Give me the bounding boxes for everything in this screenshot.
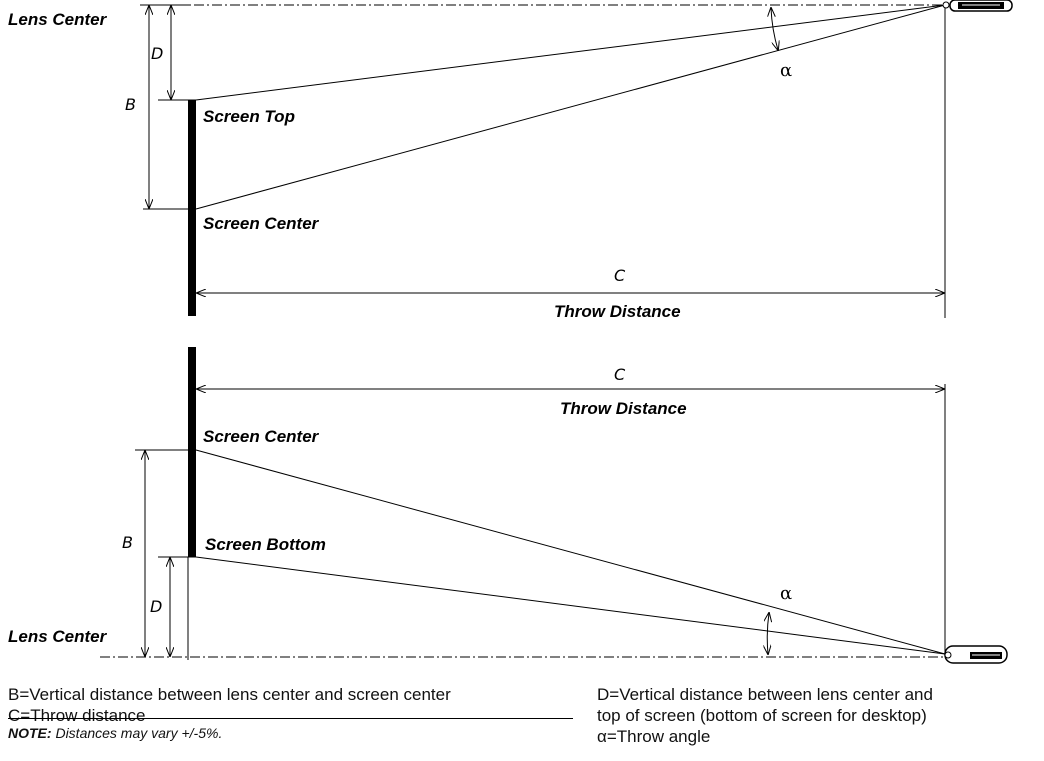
screen-center-label-top: Screen Center: [203, 214, 320, 233]
projector-icon: [942, 0, 1013, 12]
ray-to-screen-center-bottom: [195, 449, 946, 655]
legend-c-definition: C=Throw distance: [8, 706, 146, 725]
projector-icon-desktop: [944, 645, 1008, 664]
throw-angle-arc-bottom: [767, 613, 769, 654]
alpha-label-top: α: [780, 60, 792, 81]
note-divider: [8, 718, 573, 719]
note-prefix: NOTE:: [8, 725, 52, 741]
legend-alpha-definition: α=Throw angle: [597, 727, 711, 746]
ray-to-screen-top: [195, 4, 946, 101]
dim-d-label-bottom: D: [150, 597, 162, 616]
throw-angle-arc-top: [771, 8, 778, 50]
dim-d-label-top: D: [151, 44, 163, 63]
dim-c-label-top: C: [614, 266, 626, 285]
dim-b-label-top: B: [125, 95, 136, 114]
dim-c-label-bottom: C: [614, 365, 626, 384]
screen-bottom-diagram: [188, 347, 196, 557]
legend-d-definition-line1: D=Vertical distance between lens center …: [597, 685, 933, 704]
screen-top-diagram: [188, 100, 196, 316]
note-text: NOTE: Distances may vary +/-5%.: [8, 725, 222, 741]
ray-to-screen-bottom: [195, 556, 946, 655]
lens-center-label-top: Lens Center: [8, 10, 108, 29]
screen-bottom-label: Screen Bottom: [205, 535, 326, 554]
alpha-label-bottom: α: [780, 583, 792, 604]
legend-b-definition: B=Vertical distance between lens center …: [8, 685, 451, 704]
lens-center-label-bottom: Lens Center: [8, 627, 108, 646]
dim-b-label-bottom: B: [122, 533, 133, 552]
screen-top-label: Screen Top: [203, 107, 295, 126]
screen-center-label-bottom: Screen Center: [203, 427, 320, 446]
ceiling-mount-diagram: Lens Center D B Screen Top Screen Center…: [8, 0, 1013, 321]
throw-distance-label-bottom: Throw Distance: [560, 399, 687, 418]
legend-left: B=Vertical distance between lens center …: [8, 684, 451, 726]
ray-to-screen-center-top: [195, 4, 946, 210]
legend-d-definition-line2: top of screen (bottom of screen for desk…: [597, 706, 927, 725]
legend-right: D=Vertical distance between lens center …: [597, 684, 933, 747]
desktop-diagram: C Throw Distance Screen Center B Screen …: [8, 347, 1008, 664]
throw-distance-label-top: Throw Distance: [554, 302, 681, 321]
note-body: Distances may vary +/-5%.: [51, 725, 223, 741]
